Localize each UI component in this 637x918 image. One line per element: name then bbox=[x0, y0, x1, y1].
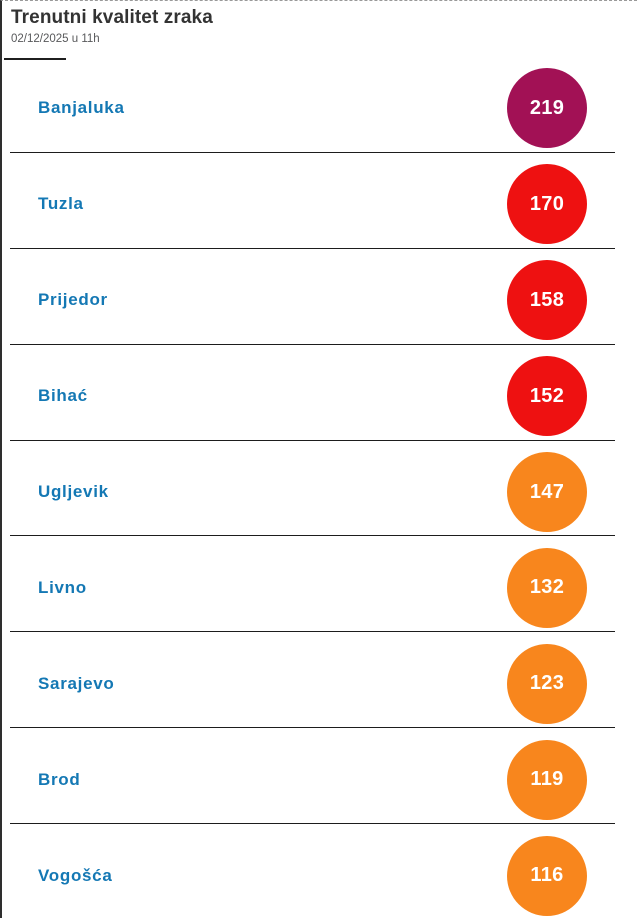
city-row[interactable]: Banjaluka 219 bbox=[10, 57, 615, 152]
city-name-link[interactable]: Prijedor bbox=[38, 290, 108, 310]
aqi-value-badge[interactable]: 116 bbox=[507, 835, 587, 916]
aqi-value-badge[interactable]: 147 bbox=[507, 452, 587, 532]
aqi-value-badge[interactable]: 123 bbox=[507, 643, 587, 724]
city-name-link[interactable]: Vogošća bbox=[38, 865, 113, 885]
aqi-value-badge[interactable]: 219 bbox=[507, 68, 587, 149]
city-name-link[interactable]: Livno bbox=[38, 577, 87, 597]
aqi-value-badge[interactable]: 119 bbox=[507, 739, 587, 820]
city-name-link[interactable]: Sarajevo bbox=[38, 673, 115, 693]
header-divider bbox=[4, 58, 66, 60]
city-row[interactable]: Prijedor 158 bbox=[10, 247, 615, 344]
city-row[interactable]: Vogošća 116 bbox=[10, 823, 615, 918]
report-datetime: 02/12/2025 u 11h bbox=[11, 33, 100, 45]
city-row[interactable]: Brod 119 bbox=[10, 727, 615, 823]
city-name-link[interactable]: Tuzla bbox=[38, 194, 84, 214]
city-row[interactable]: Tuzla 170 bbox=[10, 151, 615, 248]
city-name-link[interactable]: Banjaluka bbox=[38, 98, 125, 118]
aqi-value-badge[interactable]: 158 bbox=[507, 260, 587, 341]
city-name-link[interactable]: Brod bbox=[38, 769, 81, 789]
city-name-link[interactable]: Ugljevik bbox=[38, 482, 109, 501]
widget-title: Trenutni kvalitet zraka bbox=[11, 7, 213, 28]
aqi-value-badge[interactable]: 152 bbox=[507, 356, 587, 437]
aqi-value-badge[interactable]: 170 bbox=[507, 164, 587, 245]
city-row[interactable]: Ugljevik 147 bbox=[10, 439, 615, 536]
aqi-value-badge[interactable]: 132 bbox=[507, 547, 587, 628]
city-aqi-list: Banjaluka 219 Tuzla 170 Prijedor 158 Bih… bbox=[10, 57, 615, 918]
widget-header: Trenutni kvalitet zraka 02/12/2025 u 11h bbox=[2, 1, 637, 60]
city-name-link[interactable]: Bihać bbox=[38, 386, 88, 406]
city-row[interactable]: Livno 132 bbox=[10, 535, 615, 631]
city-row[interactable]: Bihać 152 bbox=[10, 343, 615, 440]
city-row[interactable]: Sarajevo 123 bbox=[10, 631, 615, 727]
